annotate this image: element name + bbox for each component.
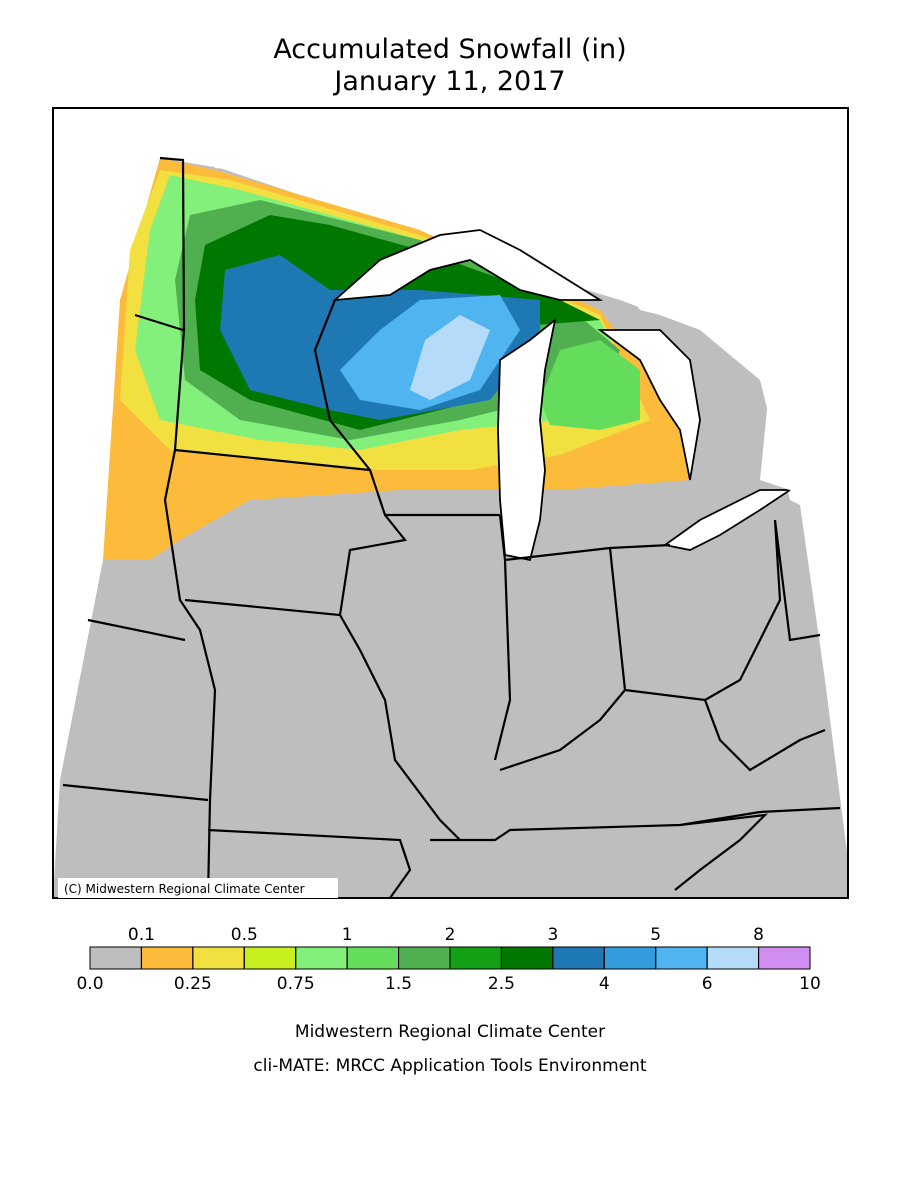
legend-swatch: [500, 946, 554, 970]
legend-label: 1.5: [385, 974, 412, 994]
legend-label: 0.75: [277, 974, 315, 994]
lake-huron: [597, 329, 701, 481]
map-frame: [52, 107, 849, 899]
lake-michigan: [497, 317, 557, 562]
footer-line: cli-MATE: MRCC Application Tools Environ…: [253, 1056, 646, 1076]
legend-label: 5: [650, 925, 661, 945]
legend-swatch: [346, 946, 400, 970]
lake-superior: [332, 229, 604, 302]
legend-label: 0.5: [231, 925, 258, 945]
legend-swatch: [449, 946, 502, 970]
snow-pale: [410, 315, 490, 400]
copyright-bg: [58, 878, 338, 898]
legend-swatch: [758, 946, 811, 970]
map-subtitle: January 11, 2017: [332, 66, 565, 97]
footer-line: Midwestern Regional Climate Center: [295, 1022, 605, 1042]
legend-swatch: [552, 946, 605, 970]
state-lines: [62, 156, 841, 899]
legend-label: 2.5: [488, 974, 515, 994]
snow-michigan: [540, 340, 640, 430]
legend-label: 8: [753, 925, 764, 945]
legend-swatch: [398, 946, 451, 970]
map-title: Accumulated Snowfall (in): [273, 34, 626, 65]
legend-swatch: [655, 946, 708, 970]
legend-label: 0.1: [128, 925, 155, 945]
legend-swatch: [192, 946, 245, 970]
lake-erie: [662, 489, 793, 551]
legend-swatch: [89, 946, 142, 970]
legend-label: 0.25: [174, 974, 212, 994]
legend-swatch: [140, 946, 194, 970]
legend-label: 3: [547, 925, 558, 945]
legend-label: 1: [342, 925, 353, 945]
legend: 0.0 0.1 0.25 0.5 0.75 1 1.5 2 2.5 3 4 5 6 8 10: [76, 925, 820, 994]
legend-label: 6: [702, 974, 713, 994]
copyright: (C) Midwestern Regional Climate Center: [64, 882, 305, 896]
legend-label: 0.0: [76, 974, 103, 994]
canada: [215, 108, 848, 505]
legend-label: 2: [445, 925, 456, 945]
legend-swatch: [706, 946, 760, 970]
legend-label: 10: [799, 974, 821, 994]
legend-label: 4: [599, 974, 610, 994]
map: (C) Midwestern Regional Climate Center: [52, 107, 849, 899]
legend-swatch: [603, 946, 657, 970]
legend-swatch: [243, 946, 297, 970]
legend-swatch: [295, 946, 348, 970]
